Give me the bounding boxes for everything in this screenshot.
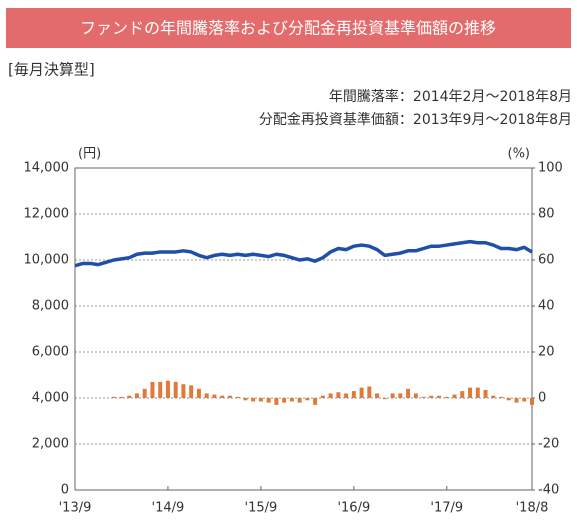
y2-tick-label: 100: [538, 161, 563, 176]
bar: [475, 387, 480, 398]
subtitle: 分配金再投資基準価額：2013年9月～2018年8月: [259, 111, 572, 128]
x-tick-label: '17/9: [430, 501, 463, 516]
x-tick-label: '16/9: [337, 501, 370, 516]
bar: [297, 398, 302, 403]
bar: [344, 393, 349, 398]
y-tick-label: 6,000: [32, 345, 69, 360]
y2-tick-label: 0: [538, 391, 546, 406]
y2-tick-label: 80: [538, 207, 555, 222]
bar: [328, 393, 333, 398]
bar: [150, 381, 155, 398]
bar: [390, 393, 395, 398]
x-tick-label: '18/8: [516, 501, 549, 516]
bar: [421, 396, 426, 398]
bar: [398, 393, 403, 398]
y-tick-label: 2,000: [32, 437, 69, 452]
y-tick-label: 12,000: [24, 207, 70, 222]
bar: [468, 387, 473, 398]
bar: [351, 391, 356, 398]
bar: [181, 384, 186, 398]
bar: [289, 398, 294, 402]
bar: [313, 398, 318, 405]
subtitle: 年間騰落率：2014年2月～2018年8月: [329, 88, 572, 105]
chart-title: ファンドの年間騰落率および分配金再投資基準価額の推移: [80, 19, 496, 38]
bar: [367, 386, 372, 398]
bar: [127, 395, 132, 398]
fund-tag: [毎月決算型]: [8, 61, 95, 79]
bar: [258, 398, 263, 402]
bar: [165, 380, 170, 398]
bar: [220, 395, 225, 398]
bar: [282, 398, 287, 403]
bar: [266, 398, 271, 403]
y-tick-label: 10,000: [24, 253, 70, 268]
y-axis-label: (円): [78, 147, 101, 162]
bar: [189, 385, 194, 398]
y2-tick-label: -40: [538, 483, 559, 498]
plot-frame: [74, 167, 533, 491]
line: [74, 239, 533, 268]
bar: [444, 396, 449, 398]
bar: [413, 393, 418, 398]
y2-tick-label: 60: [538, 253, 555, 268]
bar: [382, 398, 387, 400]
x-tick-label: '14/9: [152, 501, 185, 516]
bar: [522, 398, 527, 402]
bar: [305, 398, 310, 401]
bar: [491, 395, 496, 398]
bar: [406, 388, 411, 398]
y2-axis-label: (%): [508, 147, 531, 162]
bar: [437, 395, 442, 398]
bar: [204, 393, 209, 398]
bar: [142, 388, 147, 398]
bar: [530, 398, 534, 405]
x-tick-label: '15/9: [245, 501, 278, 516]
y-tick-label: 0: [61, 483, 69, 498]
bar: [243, 398, 248, 401]
y-tick-label: 8,000: [32, 299, 69, 314]
bar: [460, 391, 465, 398]
bar: [506, 398, 511, 401]
bar: [119, 396, 124, 398]
bar: [359, 387, 364, 398]
bar: [134, 393, 139, 398]
y-tick-label: 14,000: [24, 161, 70, 176]
bar: [235, 396, 240, 398]
bar: [158, 381, 163, 398]
y2-tick-label: -20: [538, 437, 559, 452]
bar: [173, 381, 178, 398]
bar: [320, 395, 325, 398]
bar: [336, 392, 341, 398]
bar: [483, 389, 488, 398]
x-tick-label: '13/9: [59, 501, 92, 516]
y-tick-label: 4,000: [32, 391, 69, 406]
bar: [111, 396, 116, 398]
y2-tick-label: 40: [538, 299, 555, 314]
bar: [251, 398, 256, 402]
bar: [514, 398, 519, 403]
bar: [274, 398, 279, 405]
bar: [452, 394, 457, 398]
bar: [212, 394, 217, 398]
title-banner: [6, 8, 571, 48]
y2-tick-label: 20: [538, 345, 555, 360]
bar: [429, 395, 434, 398]
bar: [196, 388, 201, 398]
bar: [375, 393, 380, 398]
bar: [227, 395, 232, 398]
bar: [499, 396, 504, 398]
